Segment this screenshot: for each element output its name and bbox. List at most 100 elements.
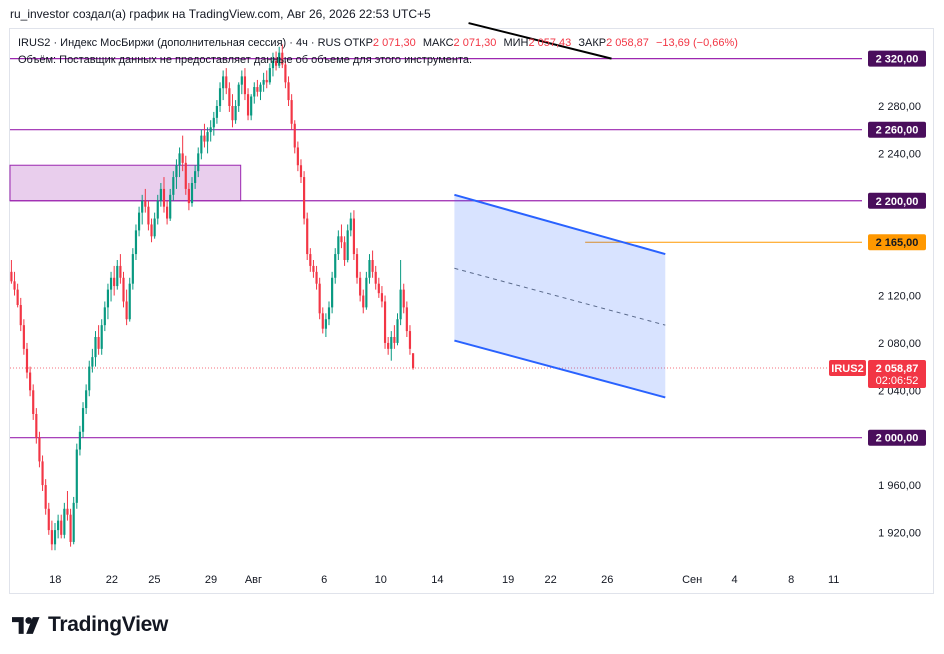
candle-body	[106, 289, 110, 308]
candle	[194, 165, 197, 189]
candle	[405, 301, 408, 337]
candle-body	[228, 88, 231, 106]
trend-line	[468, 22, 612, 60]
candle	[131, 248, 134, 290]
candle	[169, 188, 172, 221]
candle-body	[113, 277, 116, 287]
candle	[88, 360, 91, 397]
candle	[137, 206, 141, 237]
x-tick-label: Сен	[682, 574, 702, 586]
candle	[60, 514, 63, 539]
candle-body	[200, 135, 203, 154]
candle	[228, 82, 231, 112]
candle-body	[212, 117, 215, 128]
low-value: 2 057,43	[528, 37, 572, 49]
candle-body	[141, 200, 144, 213]
candle	[362, 289, 365, 314]
low-label: МИН	[503, 37, 529, 49]
symbol-description[interactable]: IRUS2 · Индекс МосБиржи (дополнительная …	[18, 37, 341, 49]
x-tick-label: 6	[321, 574, 327, 586]
candle-body	[91, 357, 94, 367]
resistance-zone	[9, 164, 242, 202]
candle	[259, 82, 262, 101]
candle-body	[365, 277, 368, 308]
candle	[178, 147, 181, 178]
candle-body	[150, 224, 153, 237]
level-badge-0	[868, 50, 926, 67]
candle	[41, 455, 44, 491]
candle	[47, 502, 50, 535]
candle-body	[346, 230, 349, 260]
candle	[66, 491, 69, 521]
candle	[287, 76, 290, 106]
y-tick-label: 1 920,00	[878, 527, 921, 539]
candle	[315, 265, 318, 290]
candle	[35, 408, 38, 444]
candle-body	[162, 188, 166, 207]
candle	[53, 522, 57, 551]
tradingview-logo[interactable]: TradingView	[12, 612, 168, 638]
channel-top-line	[454, 193, 666, 256]
candle-body	[66, 508, 69, 515]
candle	[284, 60, 287, 89]
candle	[57, 514, 60, 539]
candle	[262, 72, 265, 92]
candle	[153, 212, 156, 239]
candle-body	[57, 520, 60, 531]
candle-body	[324, 319, 327, 329]
candle	[290, 94, 293, 130]
candle-body	[197, 153, 200, 172]
level-badge-label: 2 200,00	[876, 196, 919, 208]
candle	[243, 68, 247, 101]
candle	[352, 210, 356, 260]
candle	[321, 307, 324, 334]
candle-body	[240, 76, 243, 85]
candle-body	[125, 301, 128, 320]
candle-body	[13, 281, 16, 290]
candle-body	[181, 153, 184, 163]
candle-body	[156, 200, 159, 219]
candle	[256, 79, 259, 97]
x-tick-label: 25	[148, 574, 160, 586]
candle-body	[246, 94, 250, 116]
candle	[200, 129, 203, 160]
candle	[237, 82, 240, 112]
candle	[203, 123, 206, 148]
candle-body	[237, 84, 240, 106]
candle	[334, 248, 337, 284]
x-tick-label: 4	[732, 574, 738, 586]
candle-body	[374, 271, 377, 284]
candle	[359, 271, 362, 302]
candle-body	[22, 325, 25, 349]
candle	[10, 260, 13, 284]
level-badge-1	[868, 121, 926, 138]
candle	[340, 224, 343, 249]
candle	[296, 141, 299, 172]
high-value: 2 071,30	[453, 37, 497, 49]
candle-body	[268, 68, 271, 83]
candle-body	[166, 206, 169, 219]
candle	[50, 520, 53, 551]
last-price-badge	[868, 359, 926, 388]
candle	[225, 68, 228, 95]
candle-body	[349, 218, 352, 231]
candle	[349, 212, 352, 237]
candle-body	[169, 194, 172, 219]
candle	[343, 236, 346, 266]
candle	[393, 325, 396, 349]
level-badge-label: 2 260,00	[876, 125, 919, 137]
x-tick-label: 8	[788, 574, 794, 586]
candle	[324, 313, 327, 337]
candle	[218, 82, 222, 112]
candle-body	[215, 106, 219, 118]
candle	[22, 319, 25, 355]
candle-body	[122, 277, 125, 302]
candle-body	[359, 277, 362, 296]
candle-body	[194, 171, 197, 183]
candle	[106, 283, 110, 320]
candle	[175, 159, 178, 189]
candle-body	[343, 242, 346, 260]
candle-body	[377, 283, 380, 294]
candle	[181, 135, 184, 172]
